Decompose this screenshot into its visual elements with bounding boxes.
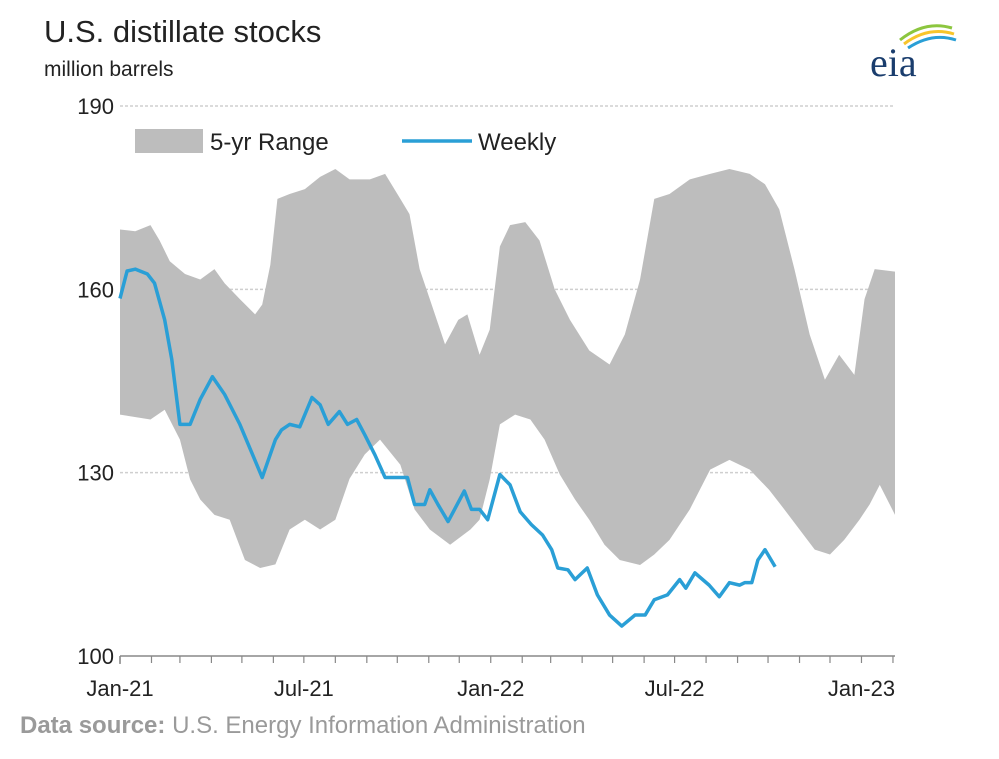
- x-tick-label: Jan-23: [828, 676, 895, 701]
- x-tick-label: Jan-22: [457, 676, 524, 701]
- x-tick-label: Jul-21: [274, 676, 334, 701]
- eia-logo: eia: [870, 24, 957, 85]
- data-source: Data source: U.S. Energy Information Adm…: [20, 712, 586, 740]
- y-tick-label: 160: [77, 277, 114, 302]
- x-tick-label: Jul-22: [645, 676, 705, 701]
- y-tick-label: 130: [77, 461, 114, 486]
- x-tick-label: Jan-21: [86, 676, 153, 701]
- legend-weekly-label: Weekly: [478, 129, 556, 156]
- chart-title: U.S. distillate stocks: [44, 14, 322, 49]
- weekly-series-line: [118, 267, 777, 628]
- legend-range-label: 5-yr Range: [210, 129, 329, 156]
- svg-text:eia: eia: [870, 40, 917, 85]
- source-label: Data source:: [20, 712, 166, 739]
- y-tick-label: 190: [77, 94, 114, 119]
- source-text: U.S. Energy Information Administration: [172, 712, 586, 739]
- y-tick-label: 100: [77, 644, 114, 669]
- five-year-range-band: [120, 168, 895, 568]
- chart-subtitle: million barrels: [44, 58, 174, 81]
- legend-range-swatch: [135, 129, 203, 153]
- legend: 5-yr Range Weekly: [135, 129, 556, 156]
